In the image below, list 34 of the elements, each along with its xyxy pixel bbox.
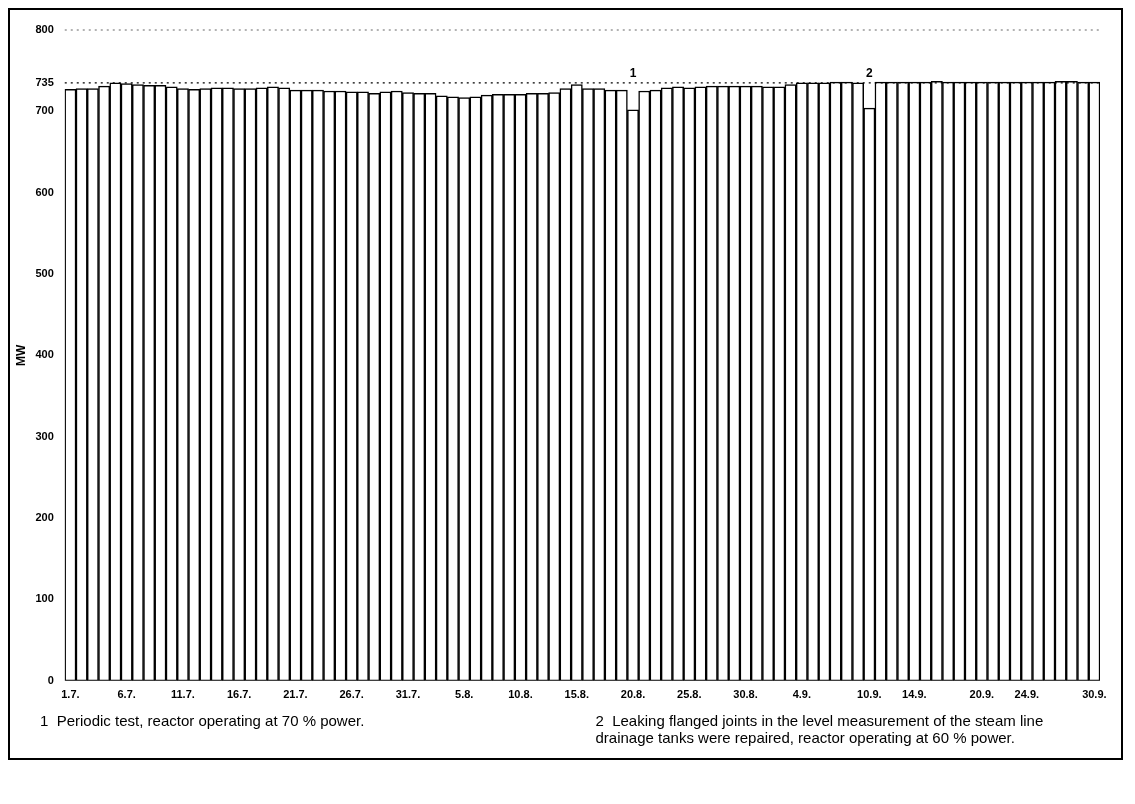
x-tick-label: 21.7.	[283, 688, 308, 701]
x-tick-label: 10.8.	[508, 688, 533, 701]
x-tick-label: 25.8.	[677, 688, 702, 701]
annotation: 2	[865, 66, 873, 81]
x-tick-label: 30.8.	[733, 688, 758, 701]
y-tick-label: 500	[35, 267, 54, 280]
x-tick-label: 5.8.	[455, 688, 474, 701]
x-tick-label: 6.7.	[117, 688, 136, 701]
x-tick-label: 20.8.	[620, 688, 646, 701]
y-tick-label: 400	[35, 348, 54, 361]
x-tick-label: 11.7.	[170, 688, 195, 701]
y-tick-label: 700	[35, 104, 54, 117]
x-tick-label: 14.9.	[902, 688, 927, 701]
y-tick-label: 735	[35, 75, 54, 88]
x-tick-label: 16.7.	[226, 688, 252, 701]
x-tick-label: 30.9.	[1082, 688, 1107, 701]
x-tick-label: 15.8.	[564, 688, 589, 701]
y-tick-label: 0	[47, 673, 54, 686]
x-tick-label: 1.7.	[61, 688, 80, 701]
text: 2 Leaking flanged joints in the level measurement of the steam line drainage tanks were repaired, reactor operating at 60 % power.	[595, 712, 1045, 746]
y-axis-title: MW	[13, 344, 28, 367]
x-tick-label: 20.9.	[969, 688, 995, 701]
y-tick-label: 100	[35, 592, 54, 605]
y-tick-label: 200	[35, 511, 54, 524]
y-tick-label: 600	[35, 185, 54, 198]
x-tick-label: 26.7.	[339, 688, 364, 701]
text: 1 Periodic test, reactor operating at 70 % power.	[40, 712, 366, 731]
y-tick-label: 800	[35, 23, 54, 36]
x-tick-label: 10.9.	[857, 688, 882, 701]
x-tick-label: 31.7.	[395, 688, 421, 701]
y-tick-label: 300	[35, 429, 54, 442]
annotation: 1	[629, 66, 637, 81]
x-tick-label: 4.9.	[792, 688, 811, 701]
x-tick-label: 24.9.	[1014, 688, 1040, 701]
